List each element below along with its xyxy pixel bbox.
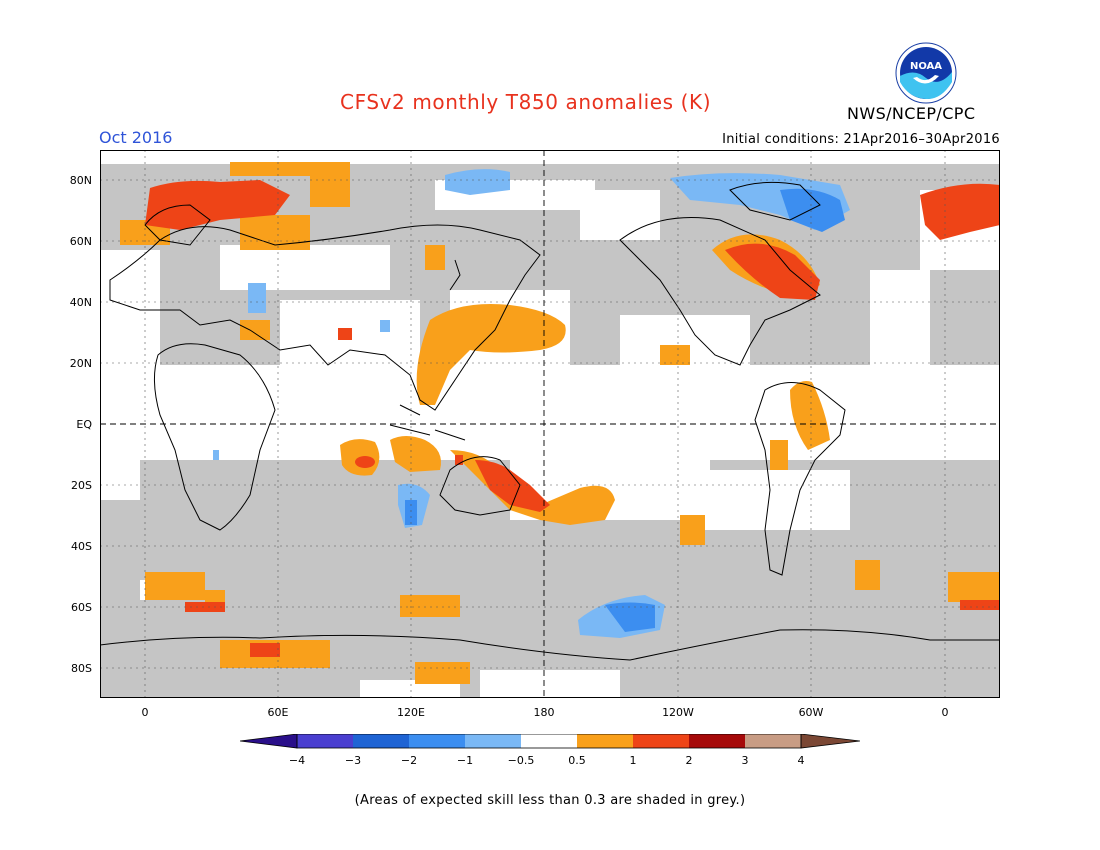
- cool-anomaly-core: [405, 188, 845, 632]
- colorbar-label-m1: −1: [456, 754, 474, 767]
- colorbar-label-p2: 2: [685, 754, 693, 767]
- colorbar-label-p05: 0.5: [568, 754, 586, 767]
- scandinavia-coast: [144, 204, 211, 246]
- noaa-logo-text: NOAA: [910, 61, 942, 72]
- noaa-logo: NOAA: [895, 42, 957, 104]
- colorbar-bin-6: [577, 734, 633, 748]
- colorbar-label-m2: −2: [400, 754, 418, 767]
- colorbar-label-p3: 3: [741, 754, 749, 767]
- chart-title: CFSv2 monthly T850 anomalies (K): [340, 90, 712, 114]
- colorbar-bin-3: [409, 734, 465, 748]
- lon-label-120w: 120W: [662, 706, 694, 719]
- lat-label-40n: 40N: [69, 296, 92, 309]
- anomaly-map: [100, 150, 1000, 698]
- colorbar-bin-4: [465, 734, 521, 748]
- colorbar-bin-1: [297, 734, 353, 748]
- north-america-coast: [619, 217, 821, 366]
- south-america-coast: [754, 382, 846, 576]
- antarctica-coast: [100, 629, 1000, 661]
- colorbar-label-p4: 4: [797, 754, 805, 767]
- colorbar-bin-7: [633, 734, 689, 748]
- colorbar-label-p1: 1: [629, 754, 637, 767]
- initial-conditions: Initial conditions: 21Apr2016–30Apr2016: [722, 132, 1000, 147]
- colorbar-bin-8: [689, 734, 745, 748]
- lat-label-60s: 60S: [71, 601, 92, 614]
- australia-coast: [439, 456, 521, 516]
- colorbar-low-arrow: [240, 734, 297, 748]
- japan-coast: [449, 259, 461, 291]
- map-frame: [100, 150, 1000, 698]
- colorbar-high-arrow: [801, 734, 860, 748]
- map-grid: [100, 150, 1000, 698]
- colorbar-bin-5: [521, 734, 577, 748]
- strong-warm-anomaly-regions: [145, 180, 1000, 657]
- greenland-coast: [729, 181, 821, 221]
- colorbar-label-m4: −4: [288, 754, 306, 767]
- agency-label: NWS/NCEP/CPC: [847, 104, 976, 123]
- colorbar-bin-2: [353, 734, 409, 748]
- lon-label-120e: 120E: [397, 706, 425, 719]
- lat-label-40s: 40S: [71, 540, 92, 553]
- lon-label-60e: 60E: [267, 706, 289, 719]
- lon-label-0: 0: [141, 706, 149, 719]
- colorbar: [240, 734, 860, 749]
- colorbar-bin-9: [745, 734, 801, 748]
- africa-coast: [154, 343, 276, 531]
- lat-label-60n: 60N: [69, 235, 92, 248]
- lon-label-60w: 60W: [798, 706, 824, 719]
- lon-label-180: 180: [533, 706, 555, 719]
- skill-footnote: (Areas of expected skill less than 0.3 a…: [354, 793, 746, 808]
- colorbar-label-m3: −3: [344, 754, 362, 767]
- coastlines: [100, 181, 1000, 661]
- lat-label-80s: 80S: [71, 662, 92, 675]
- lat-label-20n: 20N: [69, 357, 92, 370]
- colorbar-label-m05: −0.5: [507, 754, 535, 767]
- lat-label-eq: EQ: [76, 418, 92, 431]
- lon-label-0-east: 0: [941, 706, 949, 719]
- forecast-month: Oct 2016: [99, 128, 173, 147]
- lat-label-80n: 80N: [69, 174, 92, 187]
- indonesia-coast: [389, 404, 466, 441]
- lat-label-20s: 20S: [71, 479, 92, 492]
